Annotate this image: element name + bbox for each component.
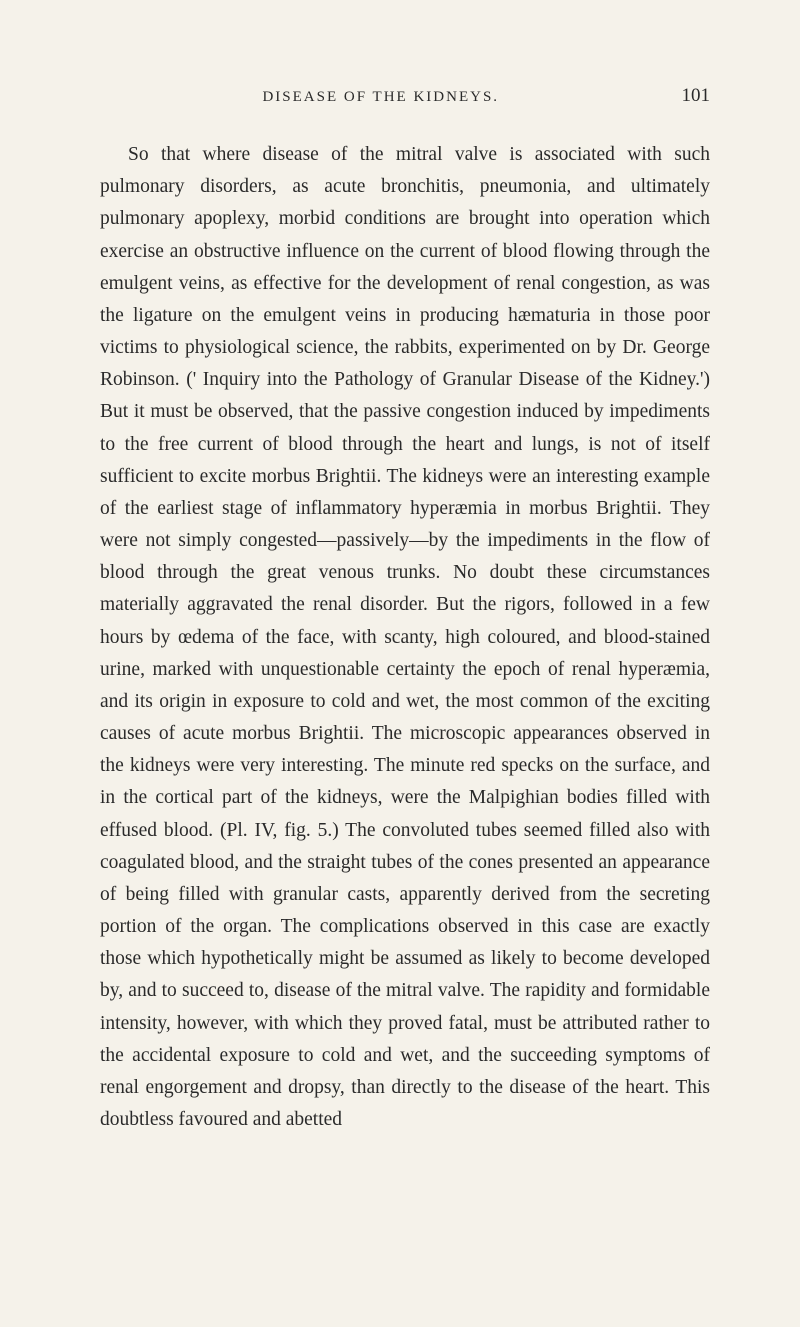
page-number: 101 <box>682 85 711 107</box>
body-paragraph: So that where disease of the mitral valv… <box>100 139 710 1136</box>
running-title: DISEASE OF THE KIDNEYS. <box>100 89 662 106</box>
page-header: DISEASE OF THE KIDNEYS. 101 <box>100 85 710 107</box>
